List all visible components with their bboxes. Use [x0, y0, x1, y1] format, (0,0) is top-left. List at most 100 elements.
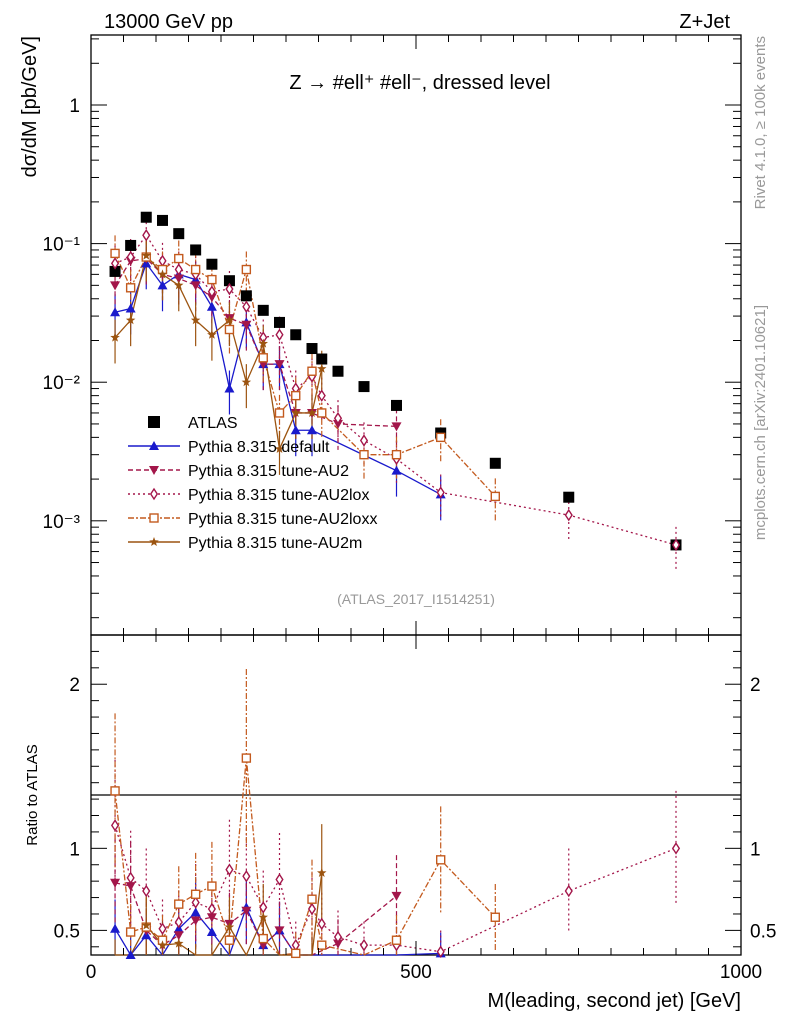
pythia-8-315-default-ratio-point	[206, 927, 217, 937]
pythia-8-315-tune-au2-ratio-point	[190, 916, 201, 926]
main-axes: 10⁻³ 10⁻² 10⁻¹ 1	[43, 38, 741, 619]
atlas-point	[257, 304, 269, 316]
pythia-8-315-tune-au2lox-point	[275, 328, 284, 342]
atlas-point	[109, 265, 121, 277]
pythia-8-315-tune-au2lox-point	[242, 300, 251, 314]
pythia-8-315-tune-au2lox-point	[207, 285, 216, 298]
pythia-8-315-tune-au2loxx-point	[307, 366, 317, 376]
pythia-8-315-tune-au2loxx-point	[274, 408, 285, 418]
pythia-8-315-tune-au2m-point	[110, 332, 120, 342]
atlas-point	[125, 239, 137, 251]
legend-label-pythia-8-315-tune-au2m: Pythia 8.315 tune-AU2m	[188, 535, 362, 552]
pythia-8-315-tune-au2lox-ratio-point	[359, 938, 369, 952]
pythia-8-315-tune-au2lox-ratio-point	[564, 884, 573, 898]
side-label-bottom: mcplots.cern.ch [arXiv:2401.10621]	[752, 305, 769, 540]
pythia-8-315-tune-au2m-point	[224, 315, 235, 325]
pythia-8-315-tune-au2m-point	[274, 443, 285, 453]
pythia-8-315-tune-au2lox-ratio-point	[174, 915, 183, 929]
pythia-8-315-tune-au2loxx-ratio-point	[490, 912, 500, 922]
pythia-8-315-default-ratio-point	[110, 923, 121, 933]
ratio-tick-label: 0.5	[54, 921, 80, 942]
header-right: Z+Jet	[679, 11, 730, 33]
pythia-8-315-default-point	[307, 425, 317, 435]
side-label-top: Rivet 4.1.0, ≥ 100k events	[752, 36, 769, 209]
pythia-8-315-tune-au2m-ratio-point	[224, 922, 235, 932]
pythia-8-315-tune-au2loxx-point	[125, 283, 136, 293]
pythia-8-315-default-point	[110, 307, 121, 317]
ratio-tick-label-right: 1	[750, 839, 761, 860]
pythia-8-315-tune-au2loxx-ratio-point	[317, 940, 327, 950]
legend-marker-pythia-8-315-tune-au2	[149, 466, 159, 475]
pythia-8-315-tune-au2lox-ratio-point	[671, 842, 681, 855]
atlas-point	[223, 275, 235, 287]
pythia-8-315-default-ratio-point	[125, 950, 136, 959]
pythia-8-315-tune-au2m-point	[207, 329, 217, 339]
main-panel: Z → #ell⁺ #ell⁻, dressed level (ATLAS_20…	[19, 34, 742, 636]
pythia-8-315-tune-au2lox-point	[564, 508, 573, 522]
y-tick-label: 1	[69, 96, 80, 117]
pythia-8-315-tune-au2-ratio-point	[110, 878, 121, 888]
pythia-8-315-tune-au2m-point	[241, 377, 252, 387]
pythia-8-315-tune-au2lox-point	[225, 282, 234, 296]
pythia-8-315-tune-au2lox-point	[333, 411, 343, 425]
atlas-point	[206, 258, 218, 270]
ratio-tick-label: 2	[69, 675, 80, 696]
pythia-8-315-tune-au2lox-ratio-point	[436, 945, 445, 959]
pythia-8-315-tune-au2-point	[110, 281, 121, 291]
pythia-8-315-tune-au2lox-point	[317, 389, 326, 402]
pythia-8-315-tune-au2lox-ratio-point	[333, 930, 343, 944]
pythia-8-315-tune-au2lox-ratio-point	[307, 902, 317, 916]
y-tick-label: 10⁻³	[43, 512, 81, 533]
pythia-8-315-tune-au2lox-ratio-point	[126, 871, 135, 885]
pythia-8-315-tune-au2loxx-point	[110, 248, 120, 259]
pythia-8-315-default-point	[206, 301, 217, 311]
pythia-8-315-tune-au2loxx-ratio-point	[241, 753, 252, 763]
pythia-8-315-tune-au2loxx-point	[291, 390, 301, 401]
analysis-label: (ATLAS_2017_I1514251)	[337, 591, 495, 607]
pythia-8-315-tune-au2m-point	[317, 363, 327, 373]
pythia-8-315-default-point	[391, 465, 402, 475]
pythia-8-315-tune-au2m-point	[174, 280, 184, 290]
legend-label-pythia-8-315-tune-au2loxx: Pythia 8.315 tune-AU2loxx	[188, 511, 377, 528]
pythia-8-315-tune-au2m-point	[190, 315, 201, 325]
legend-marker-pythia-8-315-tune-au2lox	[149, 487, 159, 501]
pythia-8-315-tune-au2m-point	[258, 338, 268, 348]
pythia-8-315-tune-au2-point	[190, 281, 201, 291]
legend-label-pythia-8-315-tune-au2lox: Pythia 8.315 tune-AU2lox	[188, 487, 369, 504]
atlas-point	[391, 399, 402, 411]
pythia-8-315-tune-au2loxx-point	[391, 449, 402, 460]
pythia-8-315-tune-au2loxx-ratio-point	[190, 889, 201, 899]
pythia-8-315-tune-au2lox-ratio-point	[242, 869, 251, 883]
header-left: 13000 GeV pp	[104, 11, 233, 33]
pythia-8-315-tune-au2-point	[241, 320, 252, 330]
pythia-8-315-tune-au2lox-ratio-point	[259, 901, 268, 914]
pythia-8-315-tune-au2lox-ratio-point	[225, 863, 234, 876]
atlas-point	[173, 228, 185, 240]
pythia-8-315-tune-au2loxx-point	[190, 264, 201, 275]
pythia-8-315-tune-au2lox-point	[110, 257, 120, 270]
pythia-8-315-tune-au2m-point	[291, 408, 301, 417]
pythia-8-315-tune-au2lox-ratio-point	[158, 922, 167, 936]
pythia-8-315-tune-au2lox-ratio-point	[317, 917, 326, 931]
atlas-point	[290, 329, 302, 341]
pythia-8-315-tune-au2-ratio-point	[206, 913, 217, 923]
pythia-8-315-tune-au2loxx-ratio-point	[110, 786, 120, 796]
pythia-8-315-tune-au2-ratio-point	[125, 882, 136, 892]
x-axis-label: M(leading, second jet) [GeV]	[488, 990, 741, 1012]
x-tick-label: 0	[86, 962, 97, 983]
ratio-tick-label-right: 0.5	[750, 921, 776, 942]
pythia-8-315-tune-au2loxx-ratio-point	[436, 855, 446, 865]
ratio-axes: 0.5 0.5 1 1 2 2	[54, 650, 776, 948]
pythia-8-315-tune-au2loxx-point	[207, 274, 217, 285]
y-tick-label: 10⁻²	[43, 373, 81, 394]
pythia-8-315-tune-au2m-ratio-point	[157, 940, 168, 950]
legend-label-atlas: ATLAS	[188, 415, 238, 432]
pythia-8-315-tune-au2lox-point	[671, 538, 681, 552]
pythia-8-315-tune-au2loxx-ratio-point	[291, 948, 301, 959]
legend-marker-pythia-8-315-tune-au2m	[149, 537, 159, 546]
x-tick-label: 500	[400, 962, 432, 983]
pythia-8-315-tune-au2m-ratio-point	[317, 867, 327, 877]
pythia-8-315-tune-au2loxx-point	[174, 253, 184, 264]
